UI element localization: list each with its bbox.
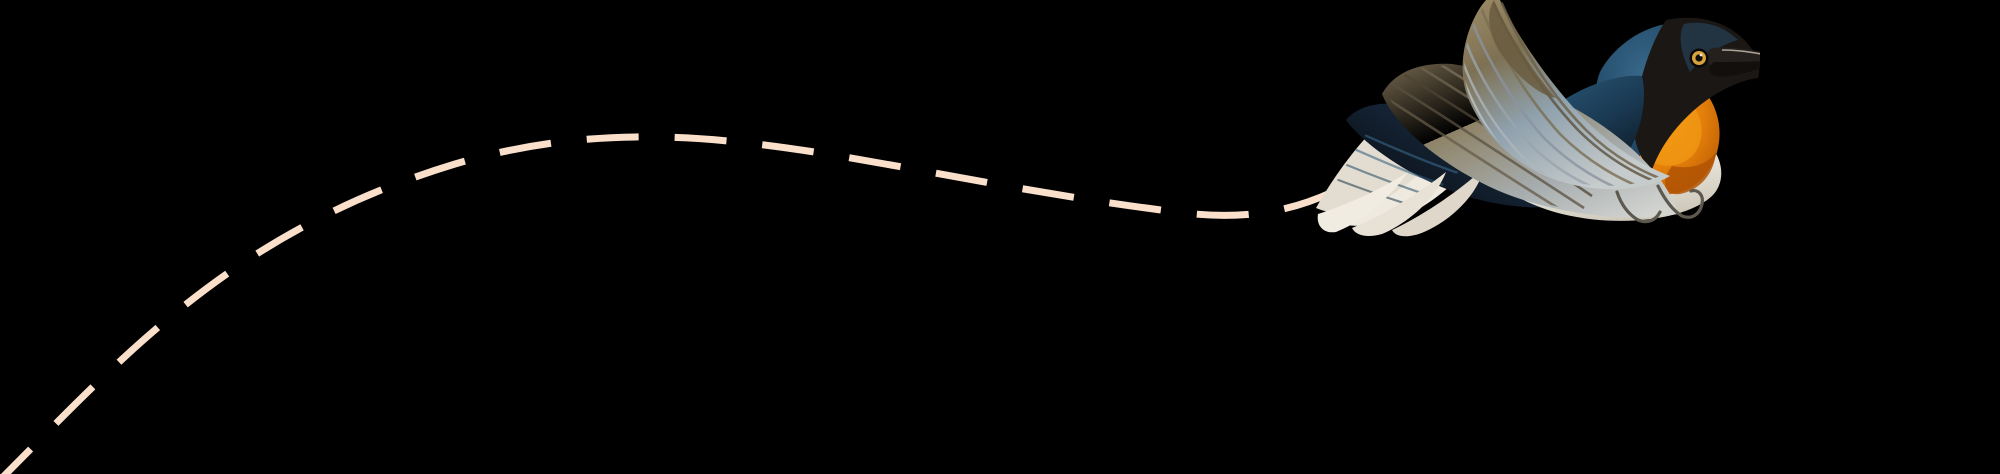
foot-leg-left [1615, 190, 1640, 222]
beak-highlight [1721, 49, 1760, 55]
foot-toe-curl [1680, 189, 1704, 219]
flying-bird [1316, 0, 1760, 237]
bird-beak [1707, 47, 1760, 77]
eye-catchlight [1699, 53, 1703, 57]
foot-leg-right [1656, 184, 1684, 218]
wing-tip-dark-edge [1489, 0, 1556, 98]
bird-eye [1689, 48, 1709, 68]
breast-lower-shade [1665, 152, 1716, 195]
tail-tip-white-2 [1352, 172, 1446, 236]
bird-foot [1615, 184, 1704, 224]
bird-upper-wing [1462, 0, 1670, 190]
tail-tip-white-1 [1317, 172, 1408, 233]
beak-lower [1709, 61, 1760, 77]
foot-toe-left [1636, 210, 1662, 224]
dashed-flight-trail [1, 133, 1362, 474]
tail-tip-white-3 [1392, 168, 1484, 237]
